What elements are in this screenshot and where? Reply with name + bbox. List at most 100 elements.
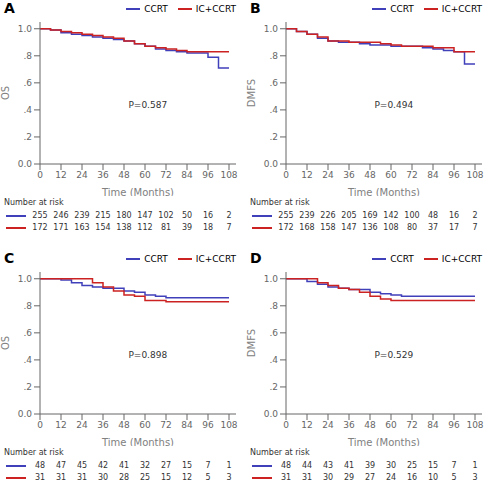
svg-text:DMFS: DMFS bbox=[246, 79, 257, 107]
svg-text:108: 108 bbox=[220, 420, 237, 430]
svg-text:.8: .8 bbox=[269, 51, 278, 61]
svg-text:.6: .6 bbox=[269, 328, 278, 338]
svg-text:60: 60 bbox=[139, 170, 151, 180]
html-text:IC+CCRT: IC+CCRT bbox=[195, 4, 236, 14]
svg-text:1.0: 1.0 bbox=[264, 274, 279, 284]
svg-text:0: 0 bbox=[283, 170, 289, 180]
svg-text:0: 0 bbox=[37, 170, 43, 180]
html-text:IC+CCRT: IC+CCRT bbox=[441, 4, 482, 14]
svg-text:.2: .2 bbox=[23, 382, 32, 392]
svg-text:48: 48 bbox=[364, 420, 376, 430]
html-text:172: 172 bbox=[32, 223, 48, 232]
svg-text:.2: .2 bbox=[269, 382, 278, 392]
svg-text:.4: .4 bbox=[23, 105, 32, 115]
svg-text:96: 96 bbox=[202, 170, 214, 180]
svg-text:60: 60 bbox=[139, 420, 151, 430]
svg-text:12: 12 bbox=[55, 420, 66, 430]
svg-text:48: 48 bbox=[118, 170, 130, 180]
svg-text:P=0.587: P=0.587 bbox=[128, 100, 167, 110]
html-text:246: 246 bbox=[53, 211, 69, 220]
html-text:180: 180 bbox=[116, 211, 132, 220]
svg-text:DMFS: DMFS bbox=[246, 329, 257, 357]
svg-text:0.0: 0.0 bbox=[18, 159, 33, 169]
svg-text:84: 84 bbox=[427, 420, 439, 430]
svg-text:108: 108 bbox=[466, 170, 483, 180]
html-text:239: 239 bbox=[74, 211, 90, 220]
svg-text:24: 24 bbox=[322, 170, 334, 180]
svg-text:.2: .2 bbox=[23, 132, 32, 142]
svg-text:96: 96 bbox=[202, 420, 214, 430]
svg-text:24: 24 bbox=[322, 420, 334, 430]
html-text:215: 215 bbox=[95, 211, 111, 220]
svg-text:.6: .6 bbox=[269, 78, 278, 88]
html-text:CCRT: CCRT bbox=[144, 254, 168, 264]
svg-text:1.0: 1.0 bbox=[18, 274, 33, 284]
html-text:IC+CCRT: IC+CCRT bbox=[441, 254, 482, 264]
svg-text:Time (Months): Time (Months) bbox=[101, 187, 174, 196]
svg-text:0.0: 0.0 bbox=[264, 159, 279, 169]
svg-text:36: 36 bbox=[97, 420, 109, 430]
svg-text:.8: .8 bbox=[23, 51, 32, 61]
svg-text:24: 24 bbox=[76, 420, 88, 430]
html-text:147: 147 bbox=[137, 211, 153, 220]
svg-text:12: 12 bbox=[301, 420, 312, 430]
svg-text:36: 36 bbox=[97, 170, 109, 180]
svg-text:.8: .8 bbox=[269, 301, 278, 311]
svg-text:Time (Months): Time (Months) bbox=[347, 187, 420, 196]
html-text:16: 16 bbox=[202, 211, 214, 220]
svg-text:.6: .6 bbox=[23, 78, 32, 88]
svg-text:12: 12 bbox=[301, 170, 312, 180]
svg-text:0: 0 bbox=[37, 420, 43, 430]
svg-text:12: 12 bbox=[55, 170, 66, 180]
html-text:A: A bbox=[4, 0, 15, 16]
html-text:171: 171 bbox=[53, 223, 69, 232]
svg-text:84: 84 bbox=[427, 170, 439, 180]
svg-text:.8: .8 bbox=[23, 301, 32, 311]
svg-text:P=0.898: P=0.898 bbox=[128, 350, 167, 360]
svg-text:24: 24 bbox=[76, 170, 88, 180]
svg-text:Time (Months): Time (Months) bbox=[347, 437, 420, 446]
svg-text:36: 36 bbox=[343, 170, 355, 180]
svg-text:72: 72 bbox=[160, 420, 171, 430]
svg-text:84: 84 bbox=[181, 170, 193, 180]
svg-text:96: 96 bbox=[448, 170, 460, 180]
svg-text:P=0.529: P=0.529 bbox=[374, 350, 413, 360]
svg-text:P=0.494: P=0.494 bbox=[374, 100, 413, 110]
svg-text:.6: .6 bbox=[23, 328, 32, 338]
svg-text:0: 0 bbox=[283, 420, 289, 430]
svg-text:1.0: 1.0 bbox=[18, 24, 33, 34]
svg-text:48: 48 bbox=[118, 420, 130, 430]
svg-text:36: 36 bbox=[343, 420, 355, 430]
svg-text:48: 48 bbox=[364, 170, 376, 180]
html-text:B: B bbox=[250, 0, 261, 16]
html-text:D: D bbox=[250, 250, 262, 266]
svg-text:OS: OS bbox=[8, 336, 11, 350]
svg-text:72: 72 bbox=[406, 420, 417, 430]
svg-text:OS: OS bbox=[8, 86, 11, 100]
svg-text:.4: .4 bbox=[269, 105, 278, 115]
svg-text:60: 60 bbox=[385, 170, 397, 180]
html-text:Number at risk: Number at risk bbox=[4, 198, 64, 207]
svg-text:84: 84 bbox=[181, 420, 193, 430]
svg-text:108: 108 bbox=[220, 170, 237, 180]
svg-text:60: 60 bbox=[385, 420, 397, 430]
svg-text:.2: .2 bbox=[269, 132, 278, 142]
html-text:IC+CCRT: IC+CCRT bbox=[195, 254, 236, 264]
svg-text:1.0: 1.0 bbox=[264, 24, 279, 34]
html-text:255: 255 bbox=[32, 211, 48, 220]
svg-text:0.0: 0.0 bbox=[18, 409, 33, 419]
html-text:C: C bbox=[4, 250, 15, 266]
svg-text:Time (Months): Time (Months) bbox=[101, 437, 174, 446]
svg-text:.4: .4 bbox=[23, 355, 32, 365]
html-text:CCRT: CCRT bbox=[390, 254, 414, 264]
html-text:CCRT: CCRT bbox=[390, 4, 414, 14]
svg-text:72: 72 bbox=[406, 170, 417, 180]
html-text:102: 102 bbox=[158, 211, 174, 220]
svg-text:0.0: 0.0 bbox=[264, 409, 279, 419]
svg-text:108: 108 bbox=[466, 420, 483, 430]
html-text:CCRT: CCRT bbox=[144, 4, 168, 14]
svg-text:96: 96 bbox=[448, 420, 460, 430]
html-text:50: 50 bbox=[181, 211, 193, 220]
svg-text:.4: .4 bbox=[269, 355, 278, 365]
svg-text:72: 72 bbox=[160, 170, 171, 180]
